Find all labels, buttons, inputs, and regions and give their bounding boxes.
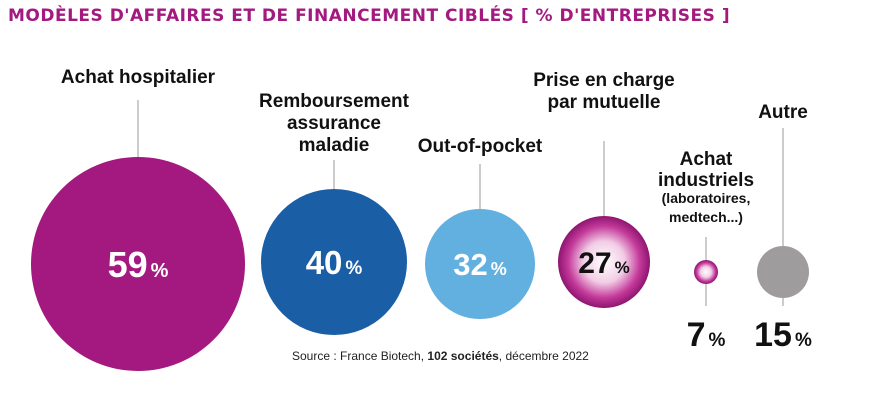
category-label: Remboursement — [259, 91, 410, 112]
category-label: assurance — [287, 113, 381, 134]
category-subtitle: medtech...) — [669, 209, 743, 225]
bubble-1 — [261, 189, 407, 335]
bubble-4 — [694, 260, 718, 284]
category-label: par mutuelle — [548, 92, 661, 113]
value-label: 32% — [453, 247, 507, 282]
value-label: 59% — [108, 244, 169, 285]
value-label: 27% — [578, 247, 630, 280]
bubble-0 — [31, 157, 245, 371]
bubble-3 — [558, 216, 650, 308]
value-label: 7% — [687, 316, 726, 354]
category-label: maladie — [299, 135, 370, 156]
value-label: 15% — [754, 316, 812, 354]
category-label: Autre — [758, 102, 808, 123]
category-label: Prise en charge — [533, 70, 675, 91]
category-subtitle: (laboratoires, — [662, 190, 751, 206]
chart-title: MODÈLES D'AFFAIRES ET DE FINANCEMENT CIB… — [8, 6, 731, 26]
source-prefix: Source : France Biotech, — [292, 349, 428, 363]
source-note: Source : France Biotech, 102 sociétés, d… — [292, 349, 589, 363]
category-label: Out-of-pocket — [418, 136, 543, 157]
category-label: industriels — [658, 170, 754, 191]
category-label: Achat — [680, 149, 733, 170]
category-label: Achat hospitalier — [61, 67, 216, 88]
value-label: 40% — [306, 244, 363, 281]
bubble-5 — [757, 246, 809, 298]
bubble-2 — [425, 209, 535, 319]
source-bold: 102 sociétés — [427, 349, 499, 363]
source-suffix: , décembre 2022 — [498, 349, 589, 363]
